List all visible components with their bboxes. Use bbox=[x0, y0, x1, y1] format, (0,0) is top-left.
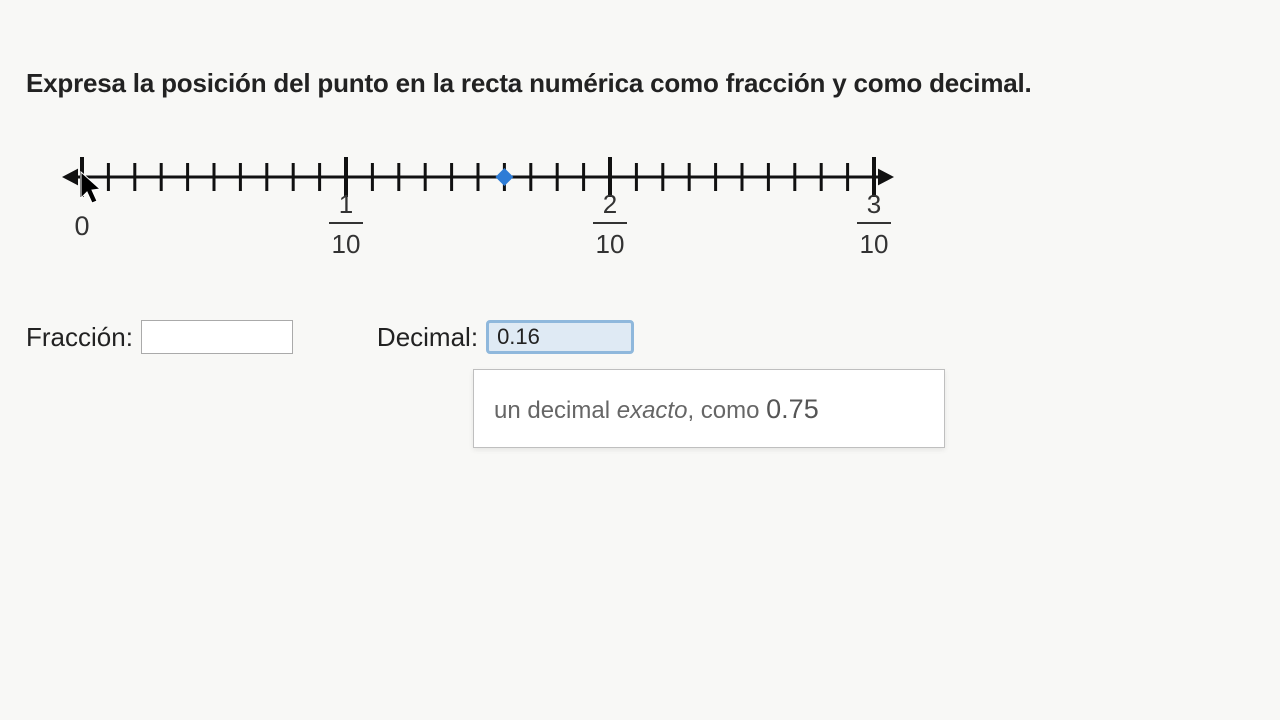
fraccion-group: Fracción: bbox=[26, 320, 293, 354]
question-text: Expresa la posición del punto en la rect… bbox=[26, 68, 1032, 99]
tooltip-prefix: un decimal bbox=[494, 397, 617, 424]
decimal-group: Decimal: bbox=[377, 320, 634, 354]
svg-text:0: 0 bbox=[74, 211, 89, 241]
fraccion-input[interactable] bbox=[141, 320, 293, 354]
svg-text:10: 10 bbox=[332, 229, 361, 259]
decimal-label: Decimal: bbox=[377, 322, 478, 353]
answer-inputs: Fracción: Decimal: bbox=[26, 320, 634, 354]
number-line: 0 1 10 2 10 3 10 bbox=[38, 150, 888, 280]
svg-text:10: 10 bbox=[860, 229, 889, 259]
fraccion-label: Fracción: bbox=[26, 322, 133, 353]
decimal-input[interactable] bbox=[486, 320, 634, 354]
svg-text:10: 10 bbox=[596, 229, 625, 259]
svg-text:1: 1 bbox=[339, 189, 353, 219]
svg-text:3: 3 bbox=[867, 189, 881, 219]
tooltip-example: 0.75 bbox=[766, 394, 819, 424]
decimal-hint-tooltip: un decimal exacto, como 0.75 bbox=[473, 369, 945, 448]
tooltip-emphasis: exacto bbox=[617, 397, 688, 424]
tooltip-mid: , como bbox=[687, 397, 766, 424]
svg-text:2: 2 bbox=[603, 189, 617, 219]
